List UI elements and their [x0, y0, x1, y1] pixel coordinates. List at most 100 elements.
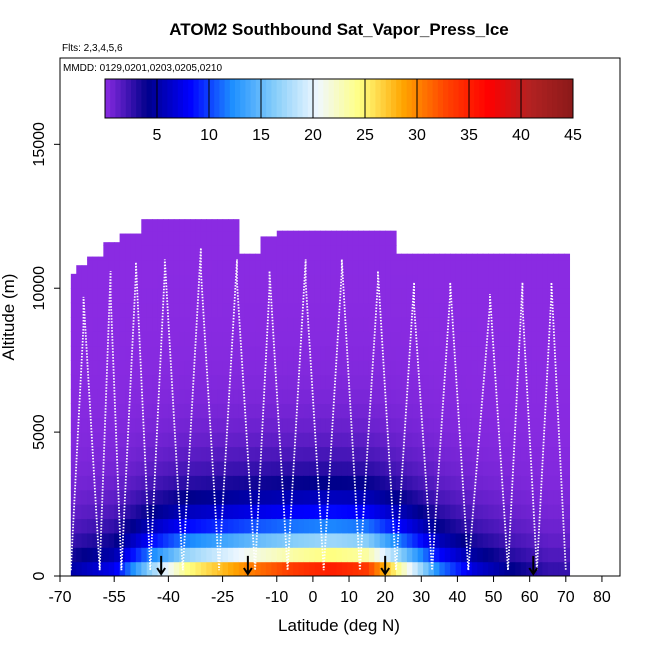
heatmap-cell — [276, 317, 283, 332]
heatmap-cell — [200, 245, 207, 261]
heatmap-cell — [271, 302, 278, 318]
heatmap-cell — [130, 460, 137, 476]
heatmap-cell — [217, 504, 224, 520]
heatmap-cell — [157, 273, 164, 289]
heatmap-cell — [433, 504, 440, 520]
colorbar-segment — [515, 79, 522, 118]
heatmap-cell — [309, 504, 316, 520]
heatmap-cell — [504, 446, 511, 462]
heatmap-cell — [293, 388, 300, 404]
heatmap-cell — [97, 345, 104, 361]
heatmap-cell — [103, 547, 110, 563]
heatmap-cell — [114, 518, 121, 534]
heatmap-cell — [341, 403, 348, 419]
heatmap-cell — [336, 475, 343, 491]
heatmap-cell — [363, 518, 370, 534]
heatmap-cell — [379, 360, 386, 376]
heatmap-cell — [564, 374, 571, 390]
heatmap-cell — [352, 273, 359, 289]
heatmap-cell — [417, 532, 424, 548]
heatmap-cell — [87, 302, 94, 318]
heatmap-cell — [379, 259, 386, 275]
colorbar-tick-label: 30 — [408, 127, 426, 144]
heatmap-cell — [293, 403, 300, 419]
colorbar-segment — [396, 79, 402, 118]
heatmap-cell — [368, 345, 375, 361]
heatmap-cell — [358, 446, 365, 462]
heatmap-cell — [412, 561, 419, 576]
heatmap-cell — [184, 331, 191, 347]
colorbar-segment — [110, 79, 116, 118]
heatmap-cell — [184, 417, 191, 433]
heatmap-cell — [282, 360, 289, 376]
heatmap-cell — [114, 504, 121, 520]
heatmap-cell — [125, 489, 132, 505]
heatmap-cell — [293, 489, 300, 505]
heatmap-cell — [190, 547, 197, 563]
heatmap-cell — [417, 317, 424, 332]
heatmap-cell — [125, 273, 132, 289]
heatmap-cell — [412, 317, 419, 332]
heatmap-cell — [466, 273, 473, 289]
heatmap-cell — [498, 547, 505, 563]
heatmap-cell — [325, 331, 332, 347]
heatmap-cell — [184, 561, 191, 576]
heatmap-cell — [482, 460, 489, 476]
heatmap-cell — [97, 317, 104, 332]
heatmap-cell — [520, 475, 527, 491]
heatmap-cell — [374, 259, 381, 275]
heatmap-cell — [520, 532, 527, 548]
heatmap-cell — [363, 403, 370, 419]
heatmap-cell — [287, 532, 294, 548]
colorbar-segment — [292, 79, 298, 118]
heatmap-cell — [526, 360, 533, 376]
heatmap-cell — [303, 432, 310, 448]
heatmap-cell — [228, 417, 235, 433]
heatmap-cell — [564, 360, 571, 376]
colorbar-segment — [245, 79, 252, 118]
heatmap-cell — [162, 489, 169, 505]
colorbar-tick-label: 45 — [564, 127, 582, 144]
heatmap-cell — [390, 432, 397, 448]
heatmap-cell — [211, 432, 218, 448]
heatmap-cell — [482, 288, 489, 304]
heatmap-cell — [233, 518, 240, 534]
heatmap-cell — [114, 489, 121, 505]
x-tick-label: -55 — [103, 589, 126, 606]
heatmap-cell — [162, 446, 169, 462]
heatmap-cell — [341, 504, 348, 520]
heatmap-cell — [406, 417, 413, 433]
heatmap-cell — [482, 317, 489, 332]
heatmap-cell — [482, 374, 489, 390]
heatmap-cell — [406, 460, 413, 476]
heatmap-cell — [341, 460, 348, 476]
heatmap-cell — [412, 345, 419, 361]
heatmap-cell — [260, 288, 267, 304]
x-axis: -70 -55 -40 -25 -10 0 10 20 30 40 50 60 70 80 — [48, 575, 620, 606]
heatmap-cell — [352, 417, 359, 433]
heatmap-cell — [271, 374, 278, 390]
heatmap-cell — [190, 288, 197, 304]
heatmap-cell — [130, 532, 137, 548]
heatmap-cell — [265, 245, 272, 261]
heatmap-cell — [520, 518, 527, 534]
heatmap-cell — [81, 374, 88, 390]
heatmap-cell — [108, 245, 115, 261]
heatmap-cell — [276, 446, 283, 462]
heatmap-cell — [228, 374, 235, 390]
heatmap-cell — [433, 345, 440, 361]
heatmap-cell — [125, 302, 132, 318]
heatmap-cell — [358, 432, 365, 448]
heatmap-cell — [238, 403, 245, 419]
heatmap-cell — [536, 446, 543, 462]
heatmap-cell — [217, 475, 224, 491]
heatmap-cell — [228, 259, 235, 275]
heatmap-cell — [222, 561, 229, 576]
colorbar-segment — [427, 79, 434, 118]
heatmap-cell — [536, 417, 543, 433]
heatmap-cell — [325, 504, 332, 520]
heatmap-cell — [303, 504, 310, 520]
heatmap-cell — [287, 259, 294, 275]
heatmap-cell — [168, 561, 175, 576]
heatmap-cell — [336, 561, 343, 576]
